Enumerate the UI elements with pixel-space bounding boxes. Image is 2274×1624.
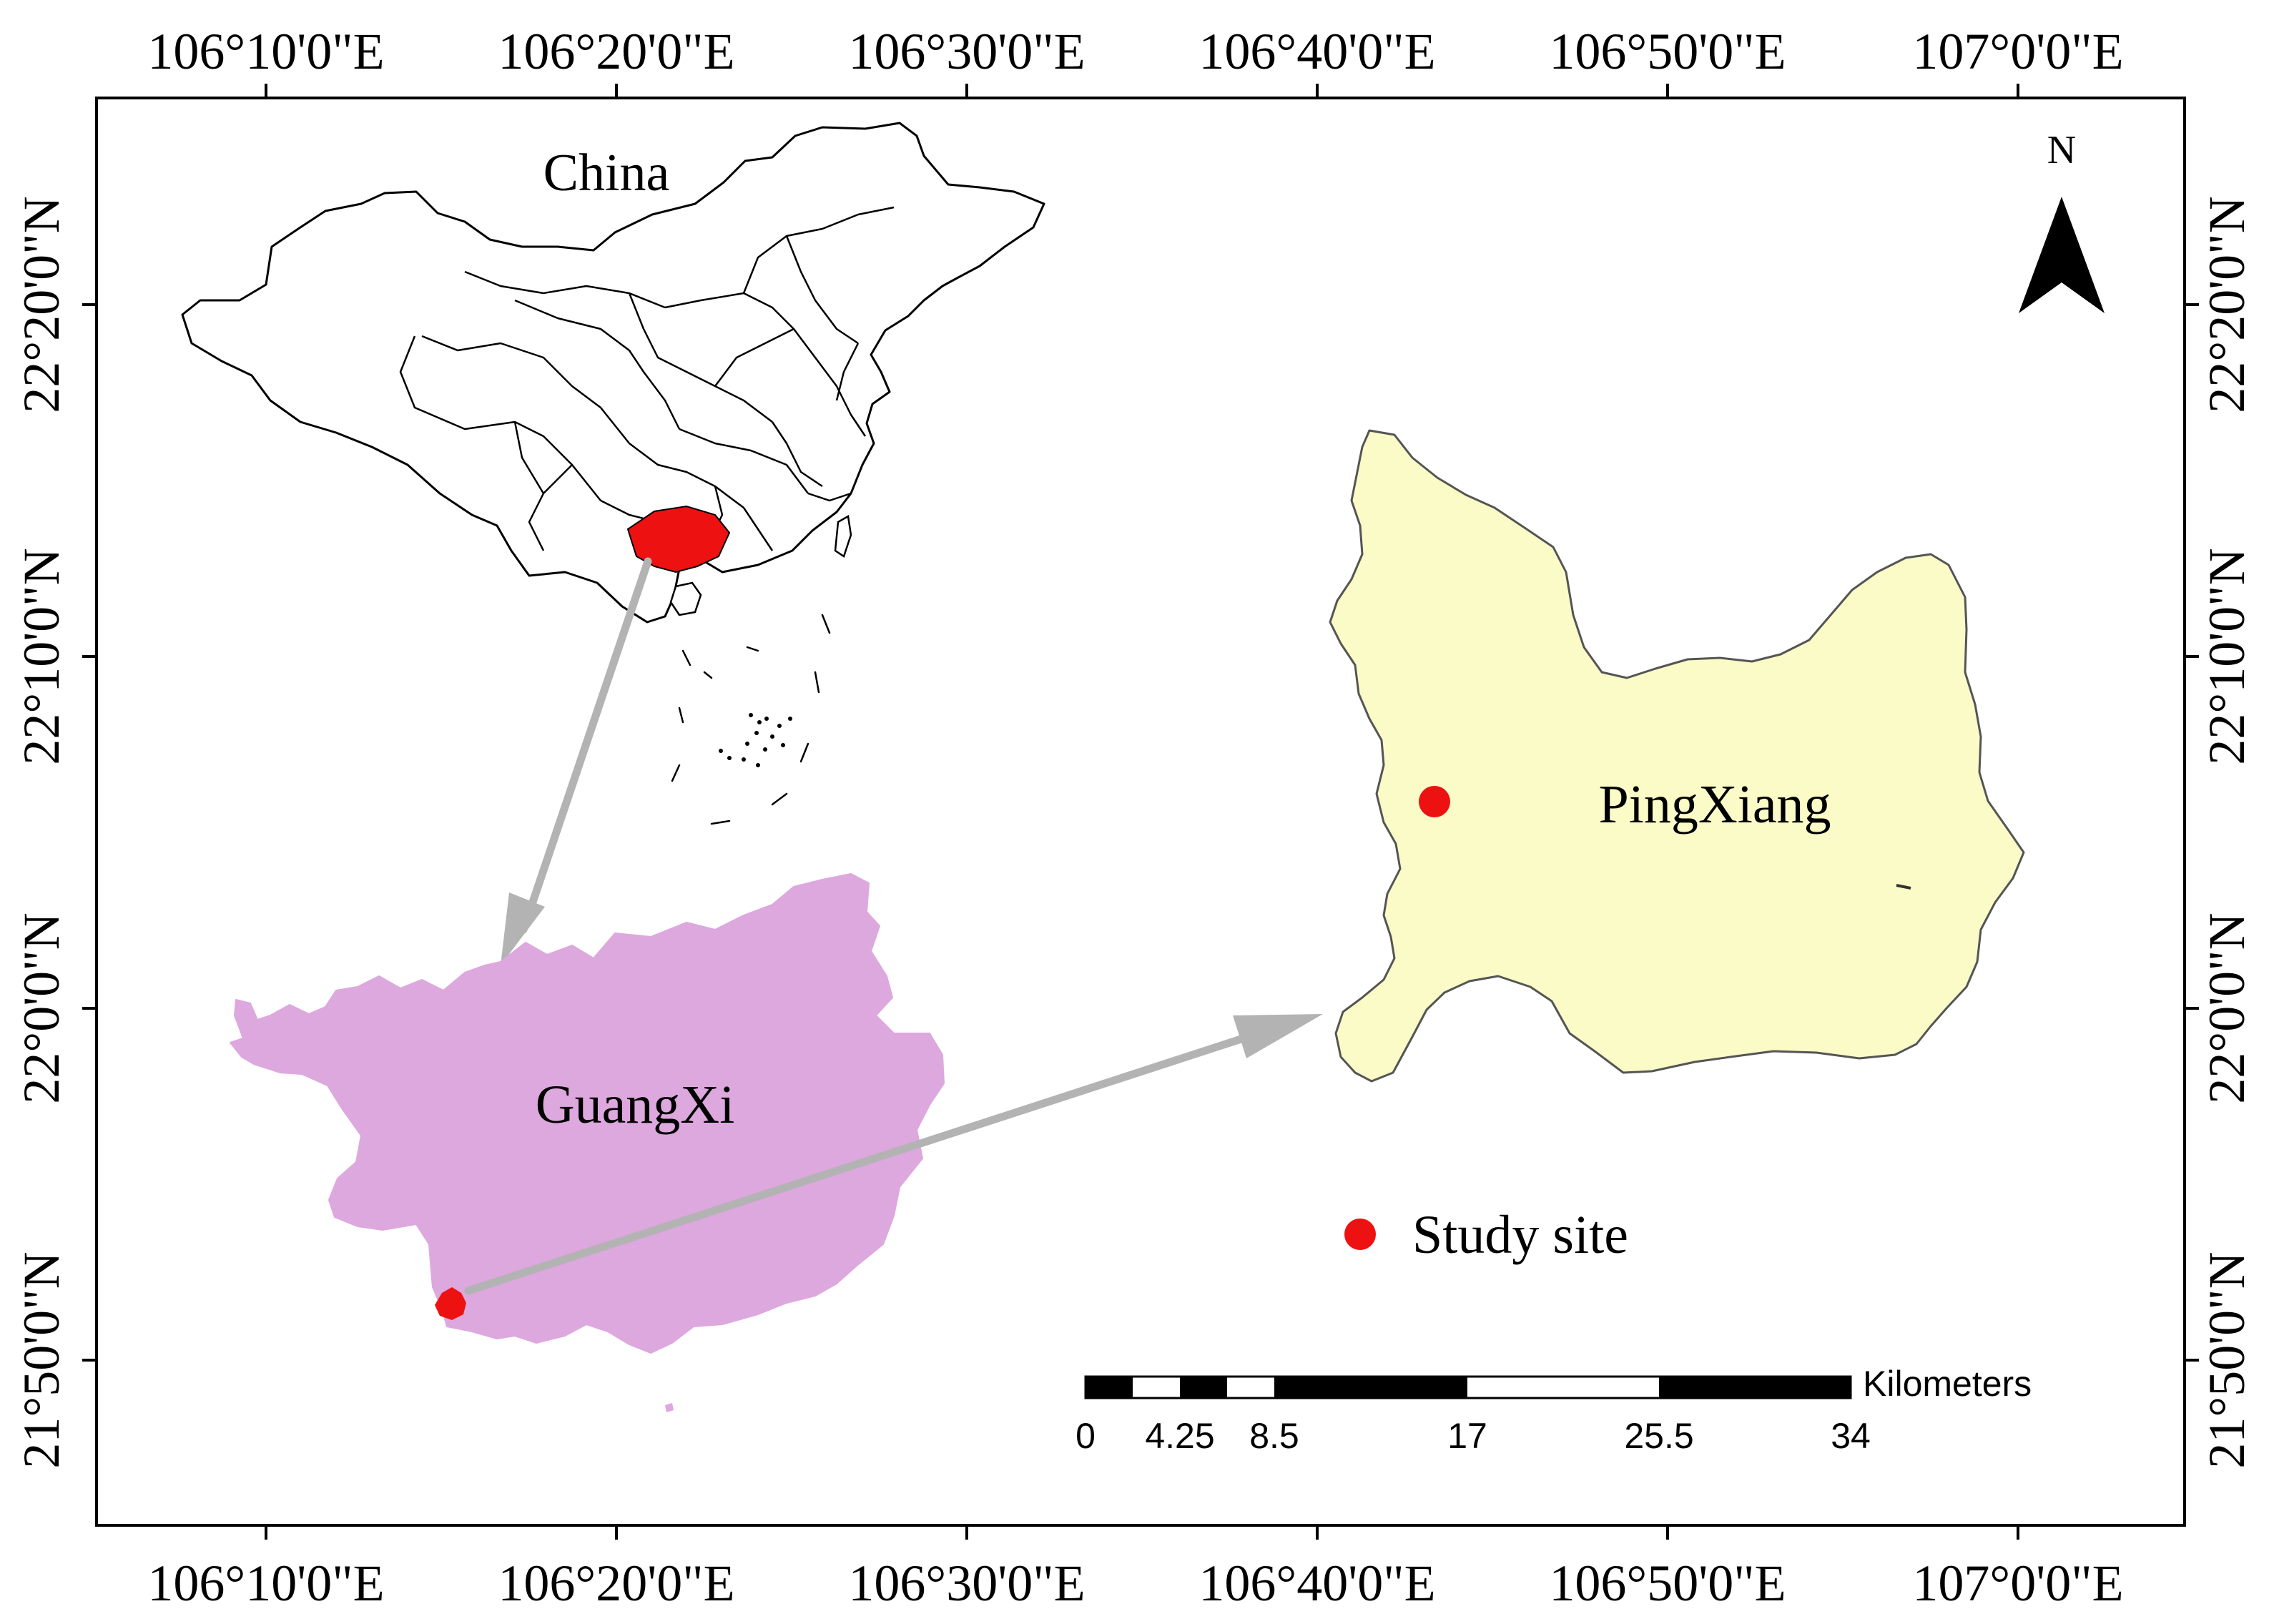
scale-tick-5: 34 <box>1831 1416 1871 1456</box>
pingxiang-label: PingXiang <box>1598 774 1831 835</box>
scale-tick-2: 8.5 <box>1249 1416 1299 1456</box>
frame-tick-marks <box>82 84 2199 1540</box>
legend-study-site-icon <box>1344 1219 1376 1250</box>
pingxiang-highlight-on-guangxi <box>435 1287 466 1320</box>
pingxiang-small-feature <box>1896 884 1911 890</box>
top-longitude-labels: 106°10'0"E 106°20'0"E 106°30'0"E 106°40'… <box>147 23 2123 80</box>
scale-tick-3: 17 <box>1447 1416 1487 1456</box>
scale-tick-4: 25.5 <box>1624 1416 1693 1456</box>
top-lon-label-3: 106°30'0"E <box>848 23 1085 80</box>
taiwan-island <box>834 515 852 558</box>
guangxi-label: GuangXi <box>536 1075 735 1135</box>
china-map: China <box>181 122 1045 825</box>
right-lat-label-3: 22°0'0"N <box>2198 912 2255 1103</box>
left-lat-label-4: 21°50'0"N <box>13 1251 70 1468</box>
left-lat-label-3: 22°0'0"N <box>13 912 70 1103</box>
top-lon-label-1: 106°10'0"E <box>147 23 384 80</box>
legend-study-site-label: Study site <box>1412 1205 1628 1265</box>
bottom-lon-label-5: 106°50'0"E <box>1549 1555 1786 1612</box>
top-lon-label-5: 106°50'0"E <box>1549 23 1786 80</box>
bottom-lon-label-3: 106°30'0"E <box>848 1555 1085 1612</box>
guangxi-region <box>230 873 945 1354</box>
right-lat-label-4: 21°50'0"N <box>2198 1251 2255 1468</box>
guangxi-map: GuangXi <box>230 873 945 1412</box>
south-china-sea-islands <box>671 614 831 825</box>
bottom-longitude-labels: 106°10'0"E 106°20'0"E 106°30'0"E 106°40'… <box>147 1555 2123 1612</box>
guangxi-islet <box>665 1403 674 1412</box>
scale-tick-1: 4.25 <box>1145 1416 1214 1456</box>
arrow-guangxi-to-pingxiang <box>464 1014 1323 1295</box>
north-arrow: N <box>2019 128 2105 313</box>
pingxiang-region <box>1329 429 2025 1083</box>
top-lon-label-2: 106°20'0"E <box>498 23 734 80</box>
scale-bar: Kilometers 0 4.25 8.5 17 25.5 34 <box>1076 1364 2032 1456</box>
bottom-lon-label-2: 106°20'0"E <box>498 1555 734 1612</box>
china-outline <box>181 122 1045 624</box>
left-latitude-labels: 22°20'0"N 22°10'0"N 22°0'0"N 21°50'0"N <box>13 196 70 1468</box>
scale-unit-label: Kilometers <box>1863 1364 2032 1404</box>
north-label: N <box>2047 128 2076 172</box>
hainan-island <box>669 581 702 616</box>
pingxiang-map: PingXiang <box>1329 429 2025 1083</box>
china-label: China <box>543 144 670 202</box>
island-dots <box>719 713 792 767</box>
left-lat-label-1: 22°20'0"N <box>13 196 70 413</box>
right-lat-label-2: 22°10'0"N <box>2198 548 2255 764</box>
right-latitude-labels: 22°20'0"N 22°10'0"N 22°0'0"N 21°50'0"N <box>2198 196 2255 1468</box>
bottom-lon-label-6: 107°0'0"E <box>1912 1555 2123 1612</box>
scale-tick-0: 0 <box>1076 1416 1096 1456</box>
china-province-borders <box>399 206 895 551</box>
arrow-china-to-guangxi <box>501 557 652 965</box>
study-site-marker <box>1419 786 1450 817</box>
legend: Study site <box>1344 1205 1628 1265</box>
right-lat-label-1: 22°20'0"N <box>2198 196 2255 413</box>
top-lon-label-6: 107°0'0"E <box>1912 23 2123 80</box>
north-arrow-icon <box>2019 197 2105 313</box>
left-lat-label-2: 22°10'0"N <box>13 548 70 764</box>
top-lon-label-4: 106°40'0"E <box>1198 23 1435 80</box>
bottom-lon-label-1: 106°10'0"E <box>147 1555 384 1612</box>
bottom-lon-label-4: 106°40'0"E <box>1198 1555 1435 1612</box>
